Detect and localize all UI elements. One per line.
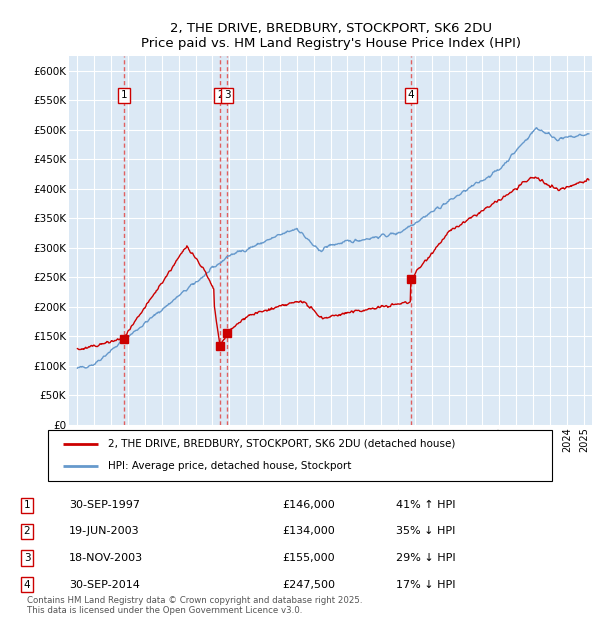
Text: 18-NOV-2003: 18-NOV-2003 — [69, 553, 143, 563]
Text: 2: 2 — [23, 526, 31, 536]
Text: £247,500: £247,500 — [282, 580, 335, 590]
Text: £134,000: £134,000 — [282, 526, 335, 536]
Text: HPI: Average price, detached house, Stockport: HPI: Average price, detached house, Stoc… — [109, 461, 352, 471]
Text: 29% ↓ HPI: 29% ↓ HPI — [396, 553, 455, 563]
Title: 2, THE DRIVE, BREDBURY, STOCKPORT, SK6 2DU
Price paid vs. HM Land Registry's Hou: 2, THE DRIVE, BREDBURY, STOCKPORT, SK6 2… — [140, 22, 521, 50]
Text: £146,000: £146,000 — [282, 500, 335, 510]
Text: £155,000: £155,000 — [282, 553, 335, 563]
Text: 19-JUN-2003: 19-JUN-2003 — [69, 526, 140, 536]
Text: 41% ↑ HPI: 41% ↑ HPI — [396, 500, 455, 510]
Text: 3: 3 — [224, 91, 230, 100]
Text: 3: 3 — [23, 553, 31, 563]
Text: 4: 4 — [23, 580, 31, 590]
Text: 30-SEP-2014: 30-SEP-2014 — [69, 580, 140, 590]
Text: 1: 1 — [121, 91, 127, 100]
Text: 17% ↓ HPI: 17% ↓ HPI — [396, 580, 455, 590]
FancyBboxPatch shape — [48, 430, 552, 480]
Text: 2: 2 — [217, 91, 224, 100]
Text: 2, THE DRIVE, BREDBURY, STOCKPORT, SK6 2DU (detached house): 2, THE DRIVE, BREDBURY, STOCKPORT, SK6 2… — [109, 439, 456, 449]
Text: 30-SEP-1997: 30-SEP-1997 — [69, 500, 140, 510]
Text: 35% ↓ HPI: 35% ↓ HPI — [396, 526, 455, 536]
Text: 4: 4 — [407, 91, 414, 100]
Text: 1: 1 — [23, 500, 31, 510]
Text: Contains HM Land Registry data © Crown copyright and database right 2025.
This d: Contains HM Land Registry data © Crown c… — [27, 596, 362, 615]
